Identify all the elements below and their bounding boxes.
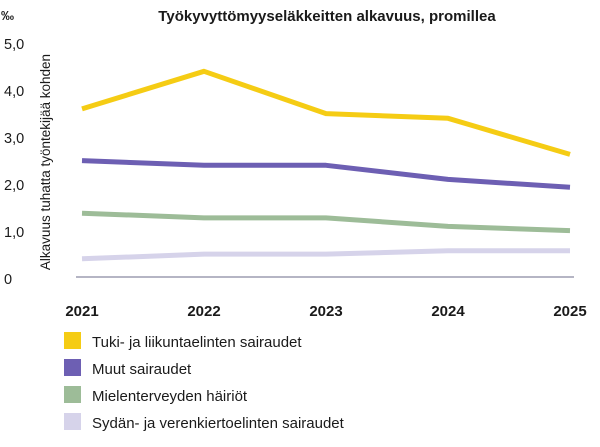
x-tick-label: 2022 (187, 303, 220, 320)
legend-swatch (64, 413, 81, 430)
unit-label: ‰ (1, 8, 14, 23)
y-tick-label: 0 (4, 272, 12, 288)
legend: Tuki- ja liikuntaelinten sairaudet Muut s… (64, 332, 345, 432)
series-line (81, 68, 571, 157)
legend-label: Sydän- ja verenkiertoelinten sairaudet (92, 415, 345, 432)
y-axis-label: Alkavuus tuhatta työntekijää kohden (38, 54, 53, 270)
series-line (81, 248, 570, 262)
x-tick-label: 2021 (65, 303, 98, 320)
y-tick-label: 5,0 (4, 37, 24, 53)
series-line (81, 158, 571, 190)
legend-label: Muut sairaudet (92, 361, 192, 378)
legend-label: Mielenterveyden häiriöt (92, 388, 248, 405)
x-tick-label: 2025 (553, 303, 586, 320)
legend-swatch (64, 332, 81, 349)
y-tick-label: 3,0 (4, 131, 24, 147)
y-tick-labels: 0 1,0 2,0 3,0 4,0 5,0 (4, 37, 24, 288)
x-tick-label: 2023 (309, 303, 342, 320)
chart-title: Työkyvyttömyyseläkkeitten alkavuus, prom… (158, 8, 496, 25)
legend-swatch (64, 386, 81, 403)
series-line (81, 210, 571, 234)
x-tick-labels: 2021 2022 2023 2024 2025 (65, 303, 586, 320)
y-tick-label: 1,0 (4, 225, 24, 241)
y-tick-label: 2,0 (4, 178, 24, 194)
legend-swatch (64, 359, 81, 376)
x-tick-label: 2024 (431, 303, 465, 320)
legend-label: Tuki- ja liikuntaelinten sairaudet (92, 334, 302, 351)
y-tick-label: 4,0 (4, 84, 24, 100)
series-lines (81, 68, 571, 262)
